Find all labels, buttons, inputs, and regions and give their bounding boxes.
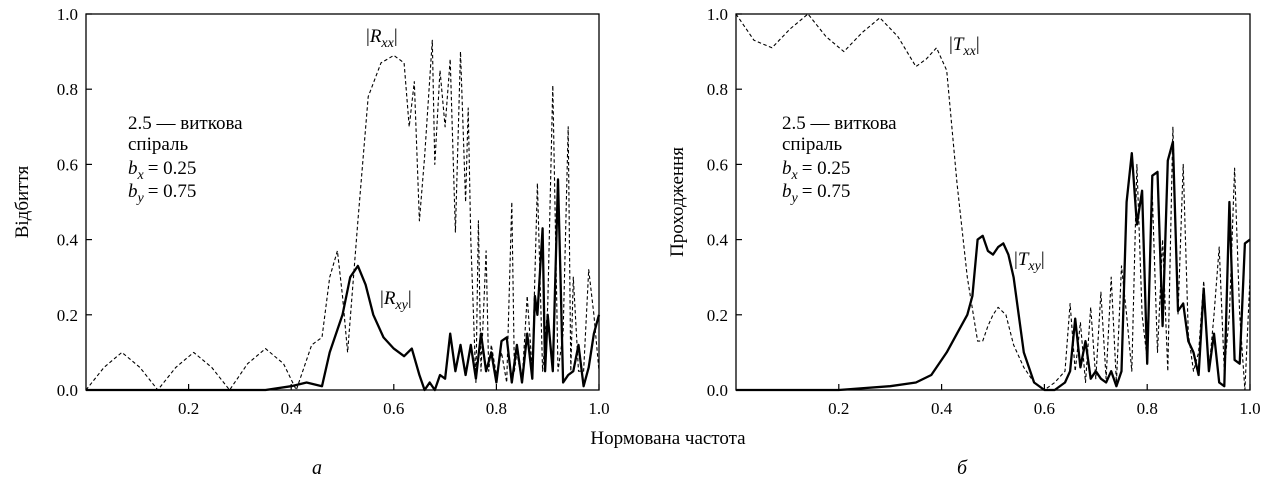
x-tick-label-a-2: 0.6: [383, 399, 404, 418]
series-line-rxy: [86, 178, 601, 392]
y-tick-label-a-4: 0.8: [57, 80, 78, 99]
annotation-by-a: by = 0.75: [128, 181, 196, 206]
series-group-b: [735, 13, 1251, 392]
y-tick-label-b-5: 1.0: [707, 5, 728, 24]
annotation-line1-b: 2.5 — виткова: [782, 113, 897, 134]
x-tick-label-b-3: 0.8: [1137, 399, 1158, 418]
y-tick-label-b-0: 0.0: [707, 381, 728, 400]
annotation-bx-a: bx = 0.25: [128, 158, 196, 183]
x-tick-label-b-1: 0.4: [931, 399, 953, 418]
x-tick-label-a-4: 1.0: [588, 399, 609, 418]
annotation-line1-a: 2.5 — виткова: [128, 113, 243, 134]
x-axis-b: 0.2 0.4 0.6 0.8 1.0: [828, 384, 1261, 418]
y-tick-label-a-3: 0.6: [57, 155, 78, 174]
annotation-line2-a: спіраль: [128, 134, 188, 155]
series-group-a: [85, 39, 601, 392]
label-txx: |Txx|: [949, 34, 980, 59]
label-txy: |Txy|: [1014, 249, 1045, 274]
annotation-bx-b: bx = 0.25: [782, 158, 850, 183]
y-tick-label-b-2: 0.4: [707, 231, 729, 250]
series-line-txx: [735, 13, 1251, 391]
panel-b: 0.0 0.2 0.4 0.6 0.8 1.0 0.2 0.4 0.6 0.8 1.0 Прохо…: [667, 5, 1261, 479]
x-tick-label-b-4: 1.0: [1239, 399, 1260, 418]
panel-label-b: б: [957, 457, 968, 479]
x-tick-label-a-0: 0.2: [178, 399, 199, 418]
y-axis-title-b: Проходження: [667, 147, 688, 257]
y-tick-label-b-1: 0.2: [707, 306, 728, 325]
y-axis-b: 0.0 0.2 0.4 0.6 0.8 1.0: [707, 5, 742, 400]
y-tick-label-b-3: 0.6: [707, 155, 728, 174]
y-tick-label-a-2: 0.4: [57, 231, 79, 250]
y-tick-label-b-4: 0.8: [707, 80, 728, 99]
label-rxx: |Rxx|: [366, 26, 398, 51]
label-rxy: |Rxy|: [380, 288, 412, 313]
y-tick-label-a-5: 1.0: [57, 5, 78, 24]
x-tick-label-b-0: 0.2: [828, 399, 849, 418]
series-line-txy: [736, 140, 1251, 392]
plot-frame-a: [85, 13, 600, 391]
annotation-line2-b: спіраль: [782, 134, 842, 155]
series-line-rxx: [85, 39, 600, 391]
y-tick-label-a-0: 0.0: [57, 381, 78, 400]
annotation-by-b: by = 0.75: [782, 181, 850, 206]
panel-a: 0.0 0.2 0.4 0.6 0.8 1.0 0.2 0.4 0.6 0.8 1.0 Відби…: [12, 5, 610, 479]
y-tick-label-a-1: 0.2: [57, 306, 78, 325]
x-tick-label-a-3: 0.8: [486, 399, 507, 418]
plot-frame-b: [735, 13, 1251, 391]
shared-x-axis-title: Нормована частота: [590, 428, 746, 449]
x-axis-a: 0.2 0.4 0.6 0.8 1.0: [178, 384, 610, 418]
y-axis-title-a: Відбиття: [12, 165, 33, 238]
x-tick-label-b-2: 0.6: [1034, 399, 1055, 418]
x-tick-label-a-1: 0.4: [281, 399, 303, 418]
y-axis-a: 0.0 0.2 0.4 0.6 0.8 1.0: [57, 5, 92, 400]
panel-label-a: а: [312, 457, 322, 479]
